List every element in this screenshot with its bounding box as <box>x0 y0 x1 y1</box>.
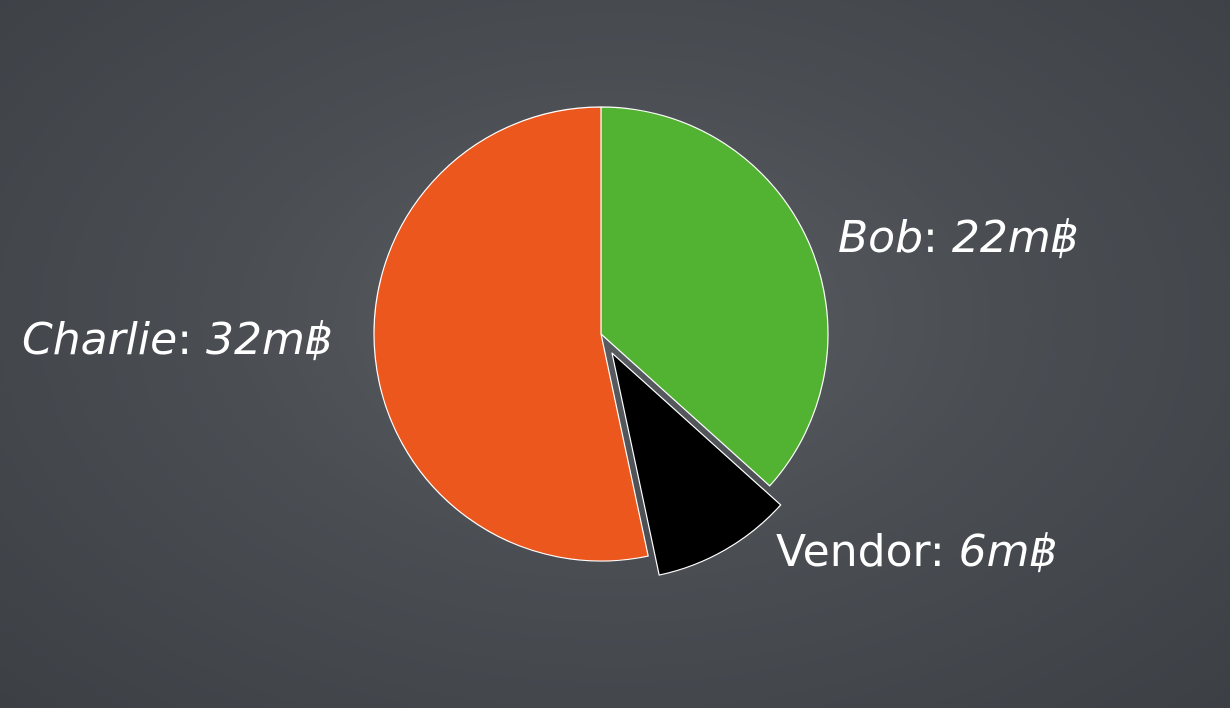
slice-label-bob: Bob: 22m฿ <box>838 216 1079 260</box>
slice-label-vendor: Vendor: 6m฿ <box>776 530 1057 574</box>
pie-slice-bob <box>600 106 829 487</box>
slice-value-charlie: 32m฿ <box>206 314 333 365</box>
slice-separator-charlie: : <box>177 314 206 365</box>
slice-separator-bob: : <box>923 212 952 263</box>
slice-name-charlie: Charlie <box>22 314 178 365</box>
pie-slice-charlie <box>373 106 649 562</box>
slice-name-bob: Bob <box>838 212 924 263</box>
slice-value-vendor: 6m฿ <box>958 526 1058 577</box>
slice-value-bob: 22m฿ <box>951 212 1079 263</box>
pie-slice-vendor <box>611 352 782 576</box>
slice-separator-vendor: : <box>929 526 959 577</box>
slice-name-vendor: Vendor <box>776 526 930 577</box>
slice-label-charlie: Charlie: 32m฿ <box>22 318 333 362</box>
